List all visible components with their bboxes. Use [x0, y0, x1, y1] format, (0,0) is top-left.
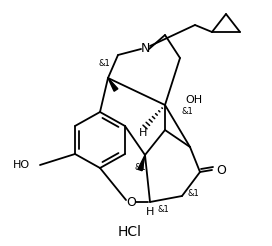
Text: O: O [126, 196, 136, 209]
Polygon shape [138, 155, 145, 171]
Text: &1: &1 [158, 205, 170, 215]
Text: O: O [216, 164, 226, 176]
Text: HO: HO [13, 160, 30, 170]
Text: &1: &1 [181, 108, 193, 117]
Text: H: H [146, 207, 154, 217]
Text: &1: &1 [134, 163, 146, 171]
Text: &1: &1 [98, 59, 110, 67]
Text: N: N [140, 42, 150, 55]
Polygon shape [108, 78, 118, 91]
Text: H: H [139, 128, 147, 138]
Text: &1: &1 [187, 188, 199, 198]
Text: HCl: HCl [118, 225, 142, 239]
Text: OH: OH [185, 95, 202, 105]
